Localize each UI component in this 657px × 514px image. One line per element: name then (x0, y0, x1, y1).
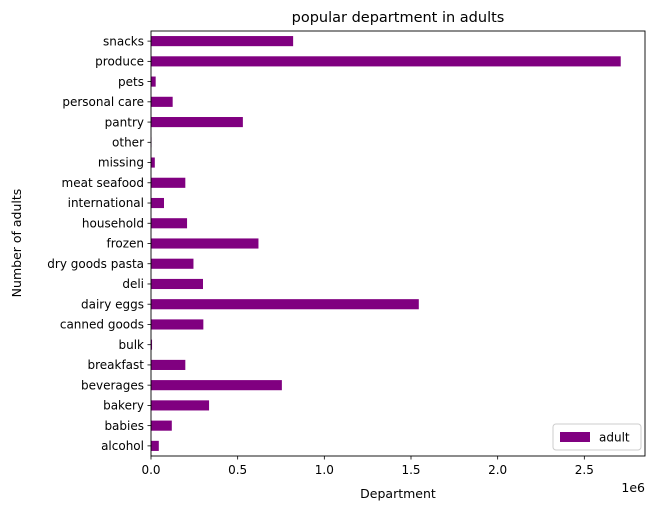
bar-deli (151, 278, 203, 290)
y-tick-label-deli: deli (122, 277, 144, 291)
y-tick-label-bakery: bakery (103, 399, 144, 413)
bars-layer (151, 36, 621, 451)
bar-dairy-eggs (151, 299, 419, 310)
y-tick-label-missing: missing (98, 156, 144, 170)
x-axis-offset-label: 1e6 (621, 480, 645, 495)
y-tick-label-frozen: frozen (106, 237, 144, 251)
bar-bulk (151, 339, 153, 350)
y-axis-ticks: alcohol babies bakery beverages breakfast bul… (47, 34, 151, 453)
chart-title: popular department in adults (292, 10, 505, 26)
bar-snacks (151, 36, 294, 47)
y-tick-label-snacks: snacks (103, 34, 144, 48)
y-tick-label-personal-care: personal care (62, 95, 144, 109)
x-tick-label: 2.0 (488, 463, 507, 477)
bar-household (151, 218, 188, 229)
y-tick-label-alcohol: alcohol (101, 439, 144, 453)
y-tick-label-pantry: pantry (105, 115, 144, 129)
bar-meat-seafood (151, 177, 186, 188)
bar-beverages (151, 380, 282, 391)
legend-label-adult: adult (599, 431, 630, 445)
bar-personal-care (151, 96, 173, 107)
y-axis-label: Number of adults (9, 189, 24, 298)
x-tick-label: 0.5 (228, 463, 247, 477)
bar-pets (151, 76, 156, 87)
plot-frame (150, 30, 646, 457)
bar-international (151, 197, 164, 209)
x-axis-label: Department (360, 486, 436, 501)
bar-frozen (151, 238, 259, 249)
bar-breakfast (151, 359, 186, 370)
legend-frame (552, 423, 642, 451)
x-tick-label: 1.5 (401, 463, 420, 477)
y-tick-label-other: other (112, 136, 144, 150)
bar-missing (151, 157, 155, 168)
y-tick-label-bulk: bulk (118, 338, 144, 352)
legend-swatch-adult (560, 432, 590, 442)
x-tick-label: 1.0 (315, 463, 334, 477)
legend: adult (552, 423, 642, 451)
y-tick-label-dry-goods-pasta: dry goods pasta (47, 257, 144, 271)
y-tick-label-canned-goods: canned goods (60, 318, 144, 332)
bar-pantry (151, 117, 243, 128)
x-tick-label: 2.5 (575, 463, 594, 477)
y-tick-label-beverages: beverages (81, 378, 144, 392)
y-tick-label-babies: babies (104, 419, 144, 433)
y-tick-label-produce: produce (95, 55, 144, 69)
bar-produce (151, 56, 621, 67)
y-tick-label-international: international (68, 196, 144, 210)
bar-alcohol (151, 440, 159, 451)
bar-canned-goods (151, 319, 204, 330)
bar-dry-goods-pasta (151, 258, 194, 269)
x-tick-label: 0.0 (141, 463, 160, 477)
y-tick-label-pets: pets (118, 75, 144, 89)
x-axis-ticks: 0.0 0.5 1.0 1.5 2.0 2.5 (141, 456, 594, 477)
y-tick-label-household: household (82, 216, 144, 230)
y-tick-label-dairy-eggs: dairy eggs (81, 297, 144, 311)
y-tick-label-meat-seafood: meat seafood (62, 176, 144, 190)
bar-babies (151, 420, 172, 431)
y-tick-label-breakfast: breakfast (87, 358, 144, 372)
bar-bakery (151, 400, 210, 411)
